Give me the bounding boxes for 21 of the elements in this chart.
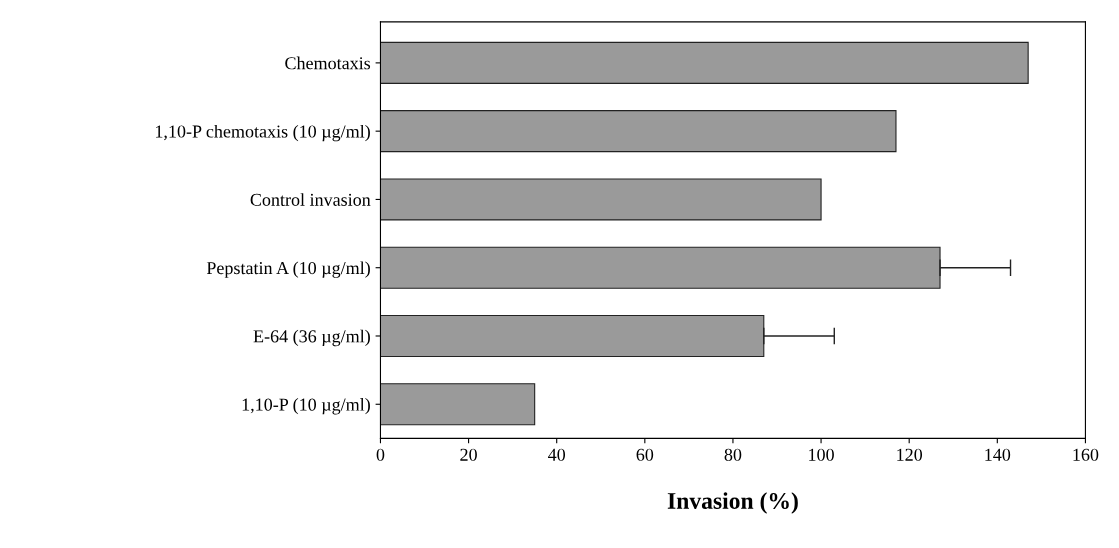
bar	[380, 41, 1029, 84]
x-tick-label: 100	[809, 448, 834, 461]
y-tick-label: 1,10-P chemotaxis (10 µg/ml)	[155, 124, 370, 142]
x-axis-title: Invasion (%)	[667, 492, 798, 514]
bar	[380, 178, 822, 221]
y-tick-label: Pepstatin A (10 µg/ml)	[206, 261, 370, 278]
y-tick-label: Chemotaxis	[285, 56, 371, 70]
x-tick-label: 140	[985, 448, 1011, 461]
x-tick-label: 120	[897, 448, 923, 461]
y-tick-label: Control invasion	[250, 193, 371, 206]
y-tick-label: 1,10-P (10 µg/ml)	[242, 398, 370, 415]
x-tick-label: 60	[636, 448, 654, 461]
bar	[380, 110, 897, 153]
x-tick-label: 0	[376, 448, 385, 461]
x-tick-label: 40	[548, 448, 566, 461]
x-tick-label: 20	[460, 448, 477, 461]
x-tick-label: 160	[1073, 448, 1099, 461]
x-tick-label: 80	[724, 448, 742, 461]
bar	[380, 246, 941, 289]
bar	[380, 383, 536, 426]
y-tick-label: E-64 (36 µg/ml)	[253, 329, 370, 347]
